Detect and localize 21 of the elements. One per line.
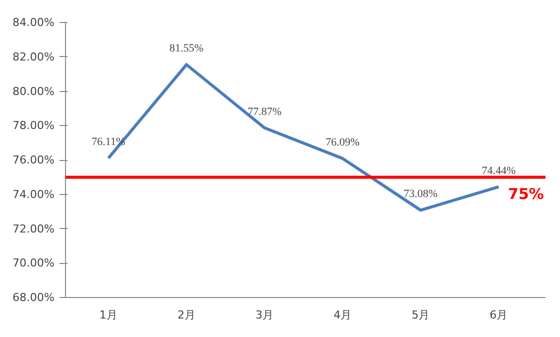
- y-tick-label: 78.00%: [12, 119, 55, 132]
- x-tick-label: 1月: [99, 308, 118, 322]
- y-tick-label: 72.00%: [12, 222, 55, 236]
- x-tick-label: 5月: [412, 308, 430, 322]
- y-tick-label: 70.00%: [12, 256, 55, 270]
- y-tick-label: 74.00%: [12, 188, 55, 201]
- data-label: 76.09%: [326, 136, 360, 148]
- x-tick-label: 2月: [177, 308, 196, 322]
- y-tick-label: 82.00%: [12, 50, 55, 64]
- x-tick-label: 3月: [256, 308, 274, 322]
- y-tick-label: 80.00%: [12, 84, 55, 98]
- data-label: 77.87%: [248, 106, 282, 118]
- data-label: 74.44%: [482, 164, 516, 177]
- x-tick-label: 4月: [334, 308, 352, 322]
- data-label: 73.08%: [404, 188, 438, 200]
- y-tick-label: 76.00%: [12, 154, 55, 166]
- y-tick-label: 68.00%: [12, 291, 55, 304]
- data-label: 81.55%: [170, 42, 204, 55]
- x-tick-label: 6月: [490, 308, 508, 322]
- ref-line-label: 75%: [508, 185, 544, 204]
- y-tick-label: 84.00%: [12, 16, 55, 29]
